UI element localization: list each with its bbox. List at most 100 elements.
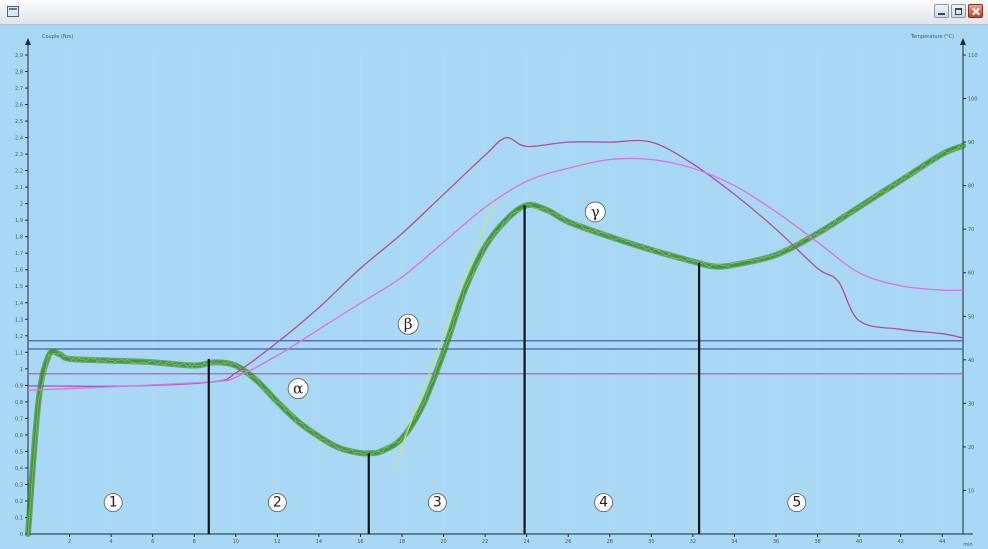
x-tick-label: 22 [482, 539, 488, 545]
annotation-circle [287, 378, 309, 400]
title-bar [0, 0, 988, 25]
phase-label-circle [103, 493, 123, 513]
right-tick-label: 50 [968, 314, 974, 320]
left-tick-label: 0,2 [15, 499, 23, 505]
annotation-label: β [404, 315, 413, 333]
x-tick-label: 26 [565, 539, 571, 545]
left-tick-label: 2,1 [15, 185, 23, 191]
left-tick-label: 2,2 [15, 169, 23, 175]
left-tick-label: 0,8 [15, 400, 23, 406]
left-axis-ticks: 0 0,1 0,2 0,3 0,4 0,5 0,6 0,7 0,8 0,9 1 1,1 1,2 1,3 1,… [15, 53, 28, 538]
left-tick-label: 2,8 [15, 70, 23, 76]
right-tick-label: 90 [968, 140, 974, 146]
phase-label: 4 [599, 495, 608, 511]
left-axis-title: Couple (Nm) [42, 34, 74, 40]
left-tick-label: 1,3 [15, 317, 23, 323]
x-tick-label: 40 [856, 539, 862, 545]
annotations: α β γ [287, 201, 606, 400]
left-axis-arrow [25, 38, 31, 45]
x-tick-label: 6 [151, 539, 154, 545]
left-tick-label: 0,7 [15, 416, 23, 422]
phase-labels: 1 2 3 4 5 [103, 493, 807, 513]
left-tick-label: 1 [20, 367, 23, 373]
x-tick-label: 38 [814, 539, 820, 545]
right-tick-label: 70 [968, 227, 974, 233]
x-tick-label: 12 [274, 539, 280, 545]
right-tick-label: 100 [968, 97, 978, 103]
x-tick-label: 2 [68, 539, 71, 545]
right-axis-arrow [960, 38, 966, 45]
app-window-icon [7, 6, 19, 17]
left-tick-label: 0,6 [15, 433, 23, 439]
x-axis-ticks: 2 4 6 8 10 12 14 16 18 20 22 24 26 28 30 32 34 36 38 40 42 44 [68, 534, 945, 545]
right-axis-ticks: 110 100 90 80 70 60 50 40 30 20 10 [963, 53, 978, 494]
phase-label-circle [787, 493, 807, 513]
data-series [25, 136, 966, 537]
left-tick-label: 1,1 [15, 350, 23, 356]
left-tick-label: 0,9 [15, 383, 23, 389]
left-tick-label: 0,1 [15, 515, 23, 521]
left-tick-label: 0,4 [15, 466, 23, 472]
x-tick-label: 4 [110, 539, 113, 545]
phase-label: 3 [433, 495, 442, 511]
x-tick-label: 44 [939, 539, 945, 545]
plot-background [0, 25, 988, 549]
phase-label-circle [267, 493, 287, 513]
left-tick-label: 0,3 [15, 482, 23, 488]
phase-markers [207, 205, 701, 534]
left-tick-label: 1,7 [15, 251, 23, 257]
minimize-button[interactable] [934, 4, 949, 18]
left-tick-label: 1,9 [15, 218, 23, 224]
phase-label: 2 [273, 495, 282, 511]
x-tick-label: 20 [440, 539, 446, 545]
maximize-button[interactable] [951, 4, 966, 18]
left-tick-label: 2,5 [15, 119, 23, 125]
x-tick-label: 34 [731, 539, 737, 545]
phase-label-circle [427, 493, 447, 513]
annotation-circle [584, 201, 606, 223]
left-tick-label: 0 [20, 532, 23, 538]
rheometer-chart: Couple (Nm) Température (°C) min 0 0,1 0,2… [0, 25, 988, 549]
x-tick-label: 42 [897, 539, 903, 545]
left-tick-label: 1,8 [15, 235, 23, 241]
tangent-line [393, 203, 494, 469]
annotation-label: γ [591, 203, 600, 221]
left-tick-label: 0,5 [15, 449, 23, 455]
torque-curve-noise [27, 145, 964, 536]
right-tick-label: 40 [968, 358, 974, 364]
phase-label: 1 [109, 495, 118, 511]
temperature-curve-setpoint [27, 136, 964, 387]
left-tick-label: 2,6 [15, 103, 23, 109]
left-tick-label: 1,5 [15, 284, 23, 290]
temperature-curve-measured [27, 157, 964, 391]
x-tick-label: 36 [773, 539, 779, 545]
x-tick-label: 16 [357, 539, 363, 545]
left-tick-label: 2,3 [15, 152, 23, 158]
annotation-circle [397, 313, 419, 335]
right-tick-label: 30 [968, 401, 974, 407]
x-tick-label: 10 [233, 539, 239, 545]
left-tick-label: 2,9 [15, 53, 23, 59]
left-tick-label: 1,4 [15, 301, 23, 307]
x-tick-label: 30 [648, 539, 654, 545]
x-tick-label: 8 [193, 539, 196, 545]
close-button[interactable] [968, 4, 983, 18]
right-tick-label: 20 [968, 445, 974, 451]
annotation-label: α [293, 380, 303, 398]
x-tick-label: 32 [690, 539, 696, 545]
left-tick-label: 2 [20, 202, 23, 208]
x-axis-title: min [963, 542, 972, 548]
left-tick-label: 1,6 [15, 268, 23, 274]
x-tick-label: 18 [399, 539, 405, 545]
right-tick-label: 80 [968, 184, 974, 190]
right-axis-title: Température (°C) [910, 33, 954, 40]
x-tick-label: 28 [607, 539, 613, 545]
left-tick-label: 1,2 [15, 334, 23, 340]
phase-label: 5 [792, 495, 801, 511]
right-tick-label: 60 [968, 271, 974, 277]
left-tick-label: 2,7 [15, 86, 23, 92]
phase-label-circle [594, 493, 613, 513]
left-tick-label: 2,4 [15, 136, 23, 142]
x-tick-label: 14 [316, 539, 322, 545]
